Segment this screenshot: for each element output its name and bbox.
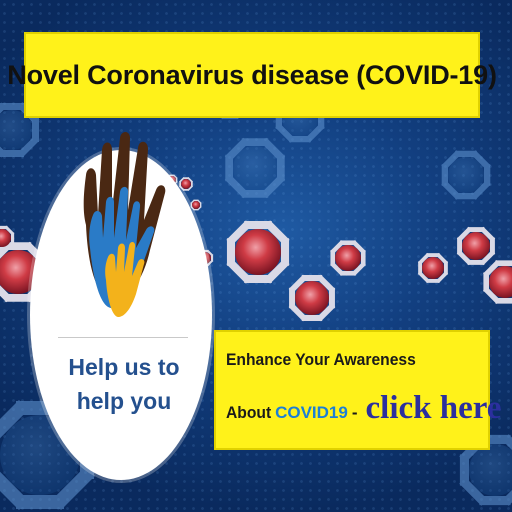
cta-covid-text: COVID19	[275, 403, 348, 422]
click-here-link[interactable]: click here	[365, 390, 502, 426]
awareness-cta-box[interactable]: Enhance Your Awareness About COVID19 - c…	[214, 330, 501, 450]
cta-line-2: About COVID19 - click here	[226, 390, 501, 427]
help-text: Help us to help you	[44, 350, 204, 418]
page-title: Novel Coronavirus disease (COVID-19)	[7, 59, 497, 90]
help-line-2: help you	[76, 388, 172, 414]
circle-divider	[58, 337, 188, 338]
cta-about-text: About	[226, 403, 272, 422]
help-line-1: Help us to	[68, 354, 180, 380]
cta-dash: -	[351, 403, 358, 422]
cta-line-1: Enhance Your Awareness	[226, 350, 416, 369]
hands-icon	[83, 132, 166, 318]
title-box: Novel Coronavirus disease (COVID-19)	[7, 32, 497, 118]
